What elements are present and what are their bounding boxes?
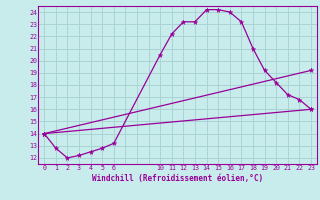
X-axis label: Windchill (Refroidissement éolien,°C): Windchill (Refroidissement éolien,°C) xyxy=(92,174,263,183)
